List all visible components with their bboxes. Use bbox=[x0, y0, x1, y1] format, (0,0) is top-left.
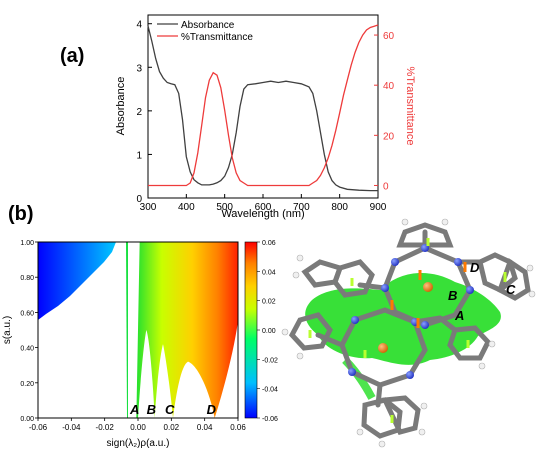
molecule-label-b: B bbox=[448, 288, 457, 303]
y-tick-label: 0.80 bbox=[20, 275, 34, 282]
x-tick-label: 400 bbox=[178, 202, 195, 213]
y-tick-label: 1.00 bbox=[20, 240, 34, 247]
spike-label-b: B bbox=[147, 402, 156, 417]
y-tick-label: 0.40 bbox=[20, 346, 34, 353]
central-atoms bbox=[378, 282, 433, 353]
colorbar-tick-label: -0.02 bbox=[262, 357, 278, 364]
nitrogen-atoms bbox=[348, 244, 474, 379]
x-tick-label: 900 bbox=[370, 202, 387, 213]
molecule-label-a: A bbox=[454, 308, 464, 323]
x-tick-label: 300 bbox=[140, 202, 157, 213]
x-tick-label: -0.02 bbox=[96, 423, 115, 432]
scatter-region-negative bbox=[38, 242, 116, 320]
y-left-tick-label: 0 bbox=[136, 194, 142, 205]
x-tick-label: 0.06 bbox=[230, 423, 246, 432]
molecule-label-d: D bbox=[470, 260, 480, 275]
spike-label-a: A bbox=[129, 402, 139, 417]
molecule-label-c: C bbox=[506, 282, 516, 297]
molecule-rendering: DB C A bbox=[281, 218, 536, 448]
colorbar-tick-label: -0.04 bbox=[262, 387, 278, 394]
y-left-tick-label: 4 bbox=[136, 20, 142, 31]
x-tick-label: 0.00 bbox=[130, 423, 146, 432]
x-axis-label: Wavelength (nm) bbox=[221, 208, 304, 220]
y-left-tick-label: 2 bbox=[136, 107, 142, 118]
scatter-cloud bbox=[38, 242, 238, 418]
rdg-scatter-chart: -0.06 -0.04 -0.02 0.00 0.02 0.04 0.06 0.00 0.20… bbox=[2, 240, 278, 449]
legend-absorbance-label: Absorbance bbox=[181, 20, 235, 31]
scatter-region-positive bbox=[136, 242, 238, 418]
legend-transmittance-label: %Transmittance bbox=[181, 32, 253, 43]
y-axis-label-right: %Transmittance bbox=[404, 66, 416, 145]
interaction-bars-orange bbox=[390, 262, 467, 328]
colorbar bbox=[244, 241, 258, 419]
x-tick-label: 600 bbox=[255, 202, 272, 213]
colorbar-tick-label: 0.04 bbox=[262, 269, 276, 276]
y-right-tick-label: 40 bbox=[383, 81, 395, 92]
legend: Absorbance %Transmittance bbox=[157, 20, 253, 43]
y-right-tick-label: 20 bbox=[383, 131, 395, 142]
x-axis-label: sign(λ₂)ρ(a.u.) bbox=[107, 438, 170, 449]
interaction-bars-green bbox=[308, 238, 507, 423]
y-axis-label-left: Absorbance bbox=[115, 77, 127, 136]
y-right-tick-label: 60 bbox=[383, 31, 395, 42]
panel-label-a: (a) bbox=[60, 45, 85, 67]
spike-label-c: C bbox=[165, 402, 175, 417]
series-absorbance-line bbox=[147, 25, 378, 192]
x-tick-label: 700 bbox=[293, 202, 310, 213]
y-tick-label: 0.60 bbox=[20, 310, 34, 317]
y-left-tick-label: 1 bbox=[136, 150, 142, 161]
series-transmittance-line bbox=[148, 24, 379, 187]
y-right-tick-label: 0 bbox=[383, 181, 389, 192]
x-tick-label: -0.04 bbox=[62, 423, 81, 432]
y-tick-label: 0.00 bbox=[20, 416, 34, 423]
colorbar-tick-label: 0.06 bbox=[262, 240, 276, 247]
x-tick-label: 0.04 bbox=[197, 423, 213, 432]
y-axis-label: s(a.u.) bbox=[2, 316, 13, 344]
hydrogen-atoms bbox=[281, 218, 536, 448]
x-tick-label: -0.06 bbox=[29, 423, 48, 432]
x-tick-label: 800 bbox=[331, 202, 348, 213]
y-left-tick-label: 3 bbox=[136, 63, 142, 74]
scatter-spike-near-zero bbox=[126, 242, 128, 418]
colorbar-tick-label: 0.00 bbox=[262, 328, 276, 335]
panel-label-b: (b) bbox=[8, 203, 34, 225]
colorbar-tick-label: -0.06 bbox=[262, 416, 278, 423]
y-tick-label: 0.20 bbox=[20, 381, 34, 388]
x-tick-label: 0.02 bbox=[164, 423, 180, 432]
spike-label-d: D bbox=[207, 402, 217, 417]
x-tick-label: 500 bbox=[216, 202, 233, 213]
colorbar-tick-label: 0.02 bbox=[262, 299, 276, 306]
absorbance-transmittance-chart: 300 400 500 600 700 800 900 0 1 2 3 4 0 20 40 60 Abso… bbox=[115, 14, 416, 220]
